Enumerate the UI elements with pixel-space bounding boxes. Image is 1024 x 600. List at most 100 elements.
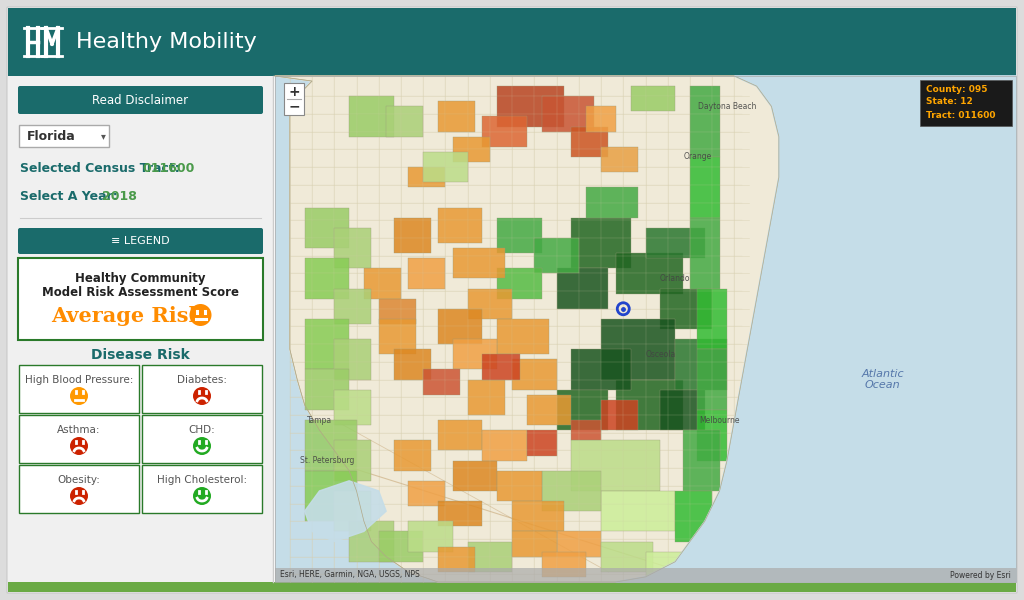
Bar <box>379 532 423 562</box>
Bar <box>571 420 601 440</box>
Bar <box>675 491 712 542</box>
Bar <box>349 521 393 562</box>
Text: Asthma:: Asthma: <box>57 425 100 435</box>
Text: Melbourne: Melbourne <box>699 416 740 425</box>
Bar <box>438 547 475 572</box>
Bar <box>453 137 489 162</box>
Text: 2018: 2018 <box>102 190 137 203</box>
Bar <box>305 208 349 248</box>
Text: Healthy Mobility: Healthy Mobility <box>76 32 257 52</box>
Bar <box>512 359 557 390</box>
Bar <box>482 354 519 380</box>
Text: Read Disclaimer: Read Disclaimer <box>92 94 188 107</box>
Bar <box>690 86 720 157</box>
Bar <box>690 86 720 157</box>
FancyBboxPatch shape <box>142 415 262 463</box>
FancyBboxPatch shape <box>19 365 139 413</box>
Bar <box>615 380 683 430</box>
Bar <box>542 551 586 577</box>
Bar <box>453 137 489 162</box>
Text: Average Risk: Average Risk <box>51 306 210 326</box>
Bar <box>690 157 720 218</box>
Bar <box>423 370 460 395</box>
Bar <box>393 349 431 380</box>
Bar <box>349 521 393 562</box>
Bar <box>275 568 1016 582</box>
Bar <box>334 440 372 481</box>
Bar <box>660 289 712 329</box>
Bar <box>697 349 727 410</box>
Bar <box>409 521 453 551</box>
Bar <box>527 395 571 425</box>
Bar <box>498 86 564 127</box>
Text: Tampa: Tampa <box>307 416 332 425</box>
Bar <box>482 430 527 461</box>
Circle shape <box>193 437 211 455</box>
Bar <box>379 319 416 354</box>
Bar <box>393 218 431 253</box>
Bar <box>675 339 727 390</box>
Bar <box>586 106 615 131</box>
Bar <box>557 268 608 309</box>
Bar <box>379 299 416 324</box>
Bar <box>498 470 542 501</box>
Text: Healthy Community: Healthy Community <box>75 272 206 285</box>
Bar <box>498 470 542 501</box>
Bar <box>586 106 615 131</box>
FancyBboxPatch shape <box>18 228 263 254</box>
Bar <box>334 390 372 425</box>
Bar <box>393 218 431 253</box>
Bar <box>379 319 416 354</box>
Bar <box>645 228 705 258</box>
Bar <box>349 96 393 137</box>
Bar <box>468 542 512 572</box>
Text: −: − <box>288 99 300 113</box>
Bar <box>557 390 608 430</box>
Bar <box>512 532 557 557</box>
Bar <box>645 551 690 577</box>
Bar <box>334 289 372 324</box>
Bar <box>364 268 401 299</box>
Bar <box>438 420 482 451</box>
Bar <box>535 238 579 274</box>
Bar <box>601 542 653 572</box>
Bar <box>601 319 675 380</box>
Bar <box>482 116 527 147</box>
Circle shape <box>70 387 88 405</box>
Text: Diabetes:: Diabetes: <box>177 375 227 385</box>
Bar <box>438 547 475 572</box>
Circle shape <box>70 437 88 455</box>
Bar <box>468 380 505 415</box>
Bar <box>557 532 601 557</box>
Bar <box>571 127 608 157</box>
Bar <box>453 248 505 278</box>
Bar <box>334 289 372 324</box>
FancyBboxPatch shape <box>19 465 139 513</box>
Bar <box>386 106 423 137</box>
Bar <box>645 551 690 577</box>
Bar <box>601 319 675 380</box>
Bar <box>601 491 675 532</box>
Bar <box>334 491 372 532</box>
Bar <box>697 410 727 461</box>
Bar <box>409 258 445 289</box>
Bar <box>482 430 527 461</box>
Bar <box>697 410 727 461</box>
Bar <box>379 299 416 324</box>
Text: Florida: Florida <box>27 130 76 142</box>
Bar <box>8 582 1016 592</box>
Text: Obesity:: Obesity: <box>57 475 100 485</box>
Text: County: 095: County: 095 <box>926 85 987 94</box>
Bar <box>468 289 512 319</box>
Bar <box>512 501 564 532</box>
FancyBboxPatch shape <box>18 258 263 340</box>
Bar <box>601 400 638 430</box>
Text: ▾: ▾ <box>101 131 105 141</box>
Polygon shape <box>615 76 1016 582</box>
Bar <box>675 491 712 542</box>
Bar <box>438 309 482 344</box>
Bar <box>601 542 653 572</box>
Bar <box>690 157 720 218</box>
Bar <box>305 470 356 521</box>
Bar <box>601 400 638 430</box>
